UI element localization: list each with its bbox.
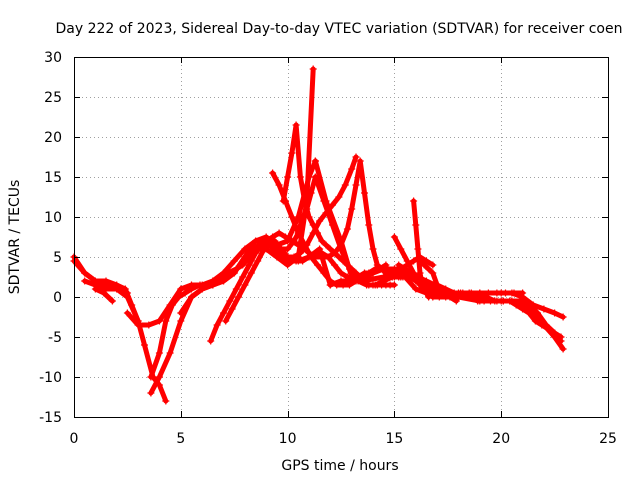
chart-title: Day 222 of 2023, Sidereal Day-to-day VTE… (56, 21, 623, 37)
series-layer (69, 64, 568, 406)
series-track-13 (206, 152, 361, 346)
x-tick-label: 15 (385, 431, 403, 447)
y-tick-label: 0 (53, 290, 62, 306)
x-tick-label: 20 (492, 431, 510, 447)
series-track-20 (394, 260, 461, 306)
y-axis-label: SDTVAR / TECUs (7, 180, 23, 295)
series-trace (396, 262, 459, 304)
y-tick-label: 5 (53, 250, 62, 266)
series-track-12 (262, 156, 437, 298)
y-tick-label: -5 (48, 330, 62, 346)
x-tick-label: 10 (279, 431, 297, 447)
y-tick-label: 20 (44, 130, 62, 146)
y-tick-label: -10 (39, 370, 62, 386)
x-tick-label: 25 (599, 431, 617, 447)
y-tick-label: 30 (44, 50, 62, 66)
series-track-10 (91, 284, 117, 306)
series-track-9 (80, 276, 132, 298)
series-track-6 (146, 172, 320, 382)
series-track-16 (279, 120, 399, 290)
series-trace (270, 170, 436, 288)
y-tick-label: 10 (44, 210, 62, 226)
y-tick-label: 25 (44, 90, 62, 106)
series-trace (208, 154, 359, 344)
x-axis-label: GPS time / hours (281, 458, 398, 474)
x-tick-labels: 0 5 10 15 20 25 (70, 431, 617, 447)
y-tick-labels: -15 -10 -5 0 5 10 15 20 25 30 (39, 50, 62, 426)
x-tick-label: 5 (176, 431, 185, 447)
y-tick-label: -15 (39, 410, 62, 426)
x-tick-label: 0 (70, 431, 79, 447)
series-track-8 (69, 256, 143, 326)
plot-frame (74, 57, 609, 418)
series-track-19 (415, 256, 527, 298)
series-track-15 (268, 168, 437, 290)
series-trace (71, 258, 141, 324)
y-tick-label: 15 (44, 170, 62, 186)
